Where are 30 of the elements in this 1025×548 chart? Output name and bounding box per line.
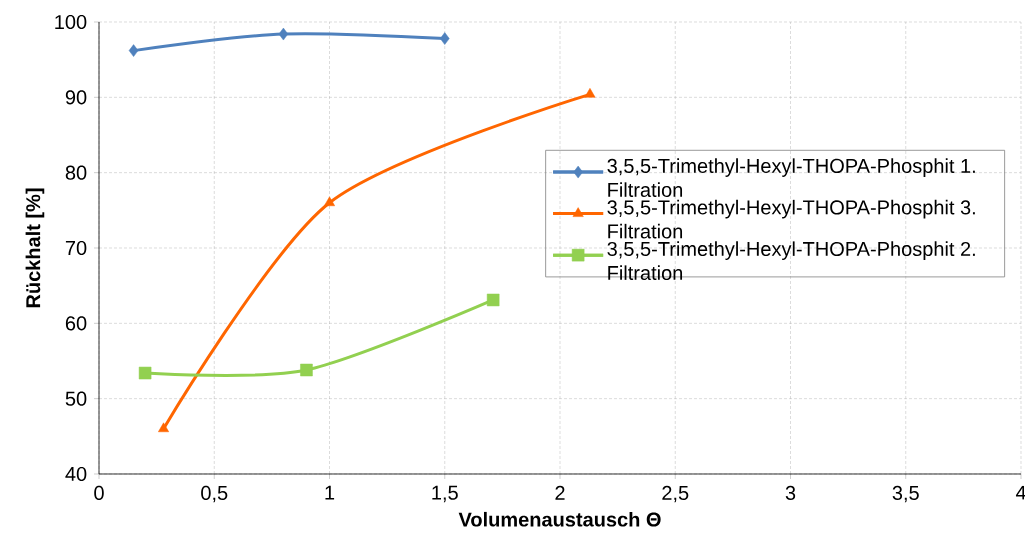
x-tick-label: 3 — [785, 485, 796, 500]
y-tick-label: 70 — [65, 240, 87, 256]
x-tick-label: 1 — [325, 485, 335, 500]
y-axis-title: Rückhalt [%] — [25, 188, 45, 308]
point — [324, 196, 335, 207]
x-tick-label: 0,5 — [201, 485, 228, 503]
x-tick-label: 2,5 — [662, 485, 689, 503]
y-tick-label: 40 — [65, 466, 87, 482]
x-tick-label: 0 — [94, 485, 104, 500]
y-tick-label: 50 — [65, 391, 87, 406]
point — [486, 293, 500, 307]
y-tick-label: 60 — [65, 316, 87, 331]
y-tick-label: 90 — [65, 90, 87, 105]
y-tick-label: 100 — [55, 14, 87, 30]
x-tick-label: 1,5 — [432, 485, 458, 503]
legend-label: 3,5,5-Trimethyl-Hexyl-THOPA-Phosphit 1. Filtration — [607, 158, 975, 197]
y-tick-label: 80 — [65, 165, 87, 180]
x-axis-title: Volumenaustausch Θ — [458, 511, 661, 527]
point — [128, 44, 139, 57]
point — [278, 27, 289, 41]
x-tick-label: 2 — [555, 485, 565, 500]
point — [300, 363, 313, 377]
point — [584, 88, 596, 98]
legend-label: 3,5,5-Trimethyl-Hexyl-THOPA-Phosphit 3. Filtration — [607, 199, 975, 239]
point — [138, 366, 152, 380]
point — [158, 422, 169, 433]
point — [440, 32, 450, 45]
x-tick-label: 3,5 — [892, 485, 919, 503]
x-tick-label: 4 — [1015, 485, 1025, 500]
legend-label: 3,5,5-Trimethyl-Hexyl-THOPA-Phosphit 2. Filtration — [607, 241, 975, 281]
